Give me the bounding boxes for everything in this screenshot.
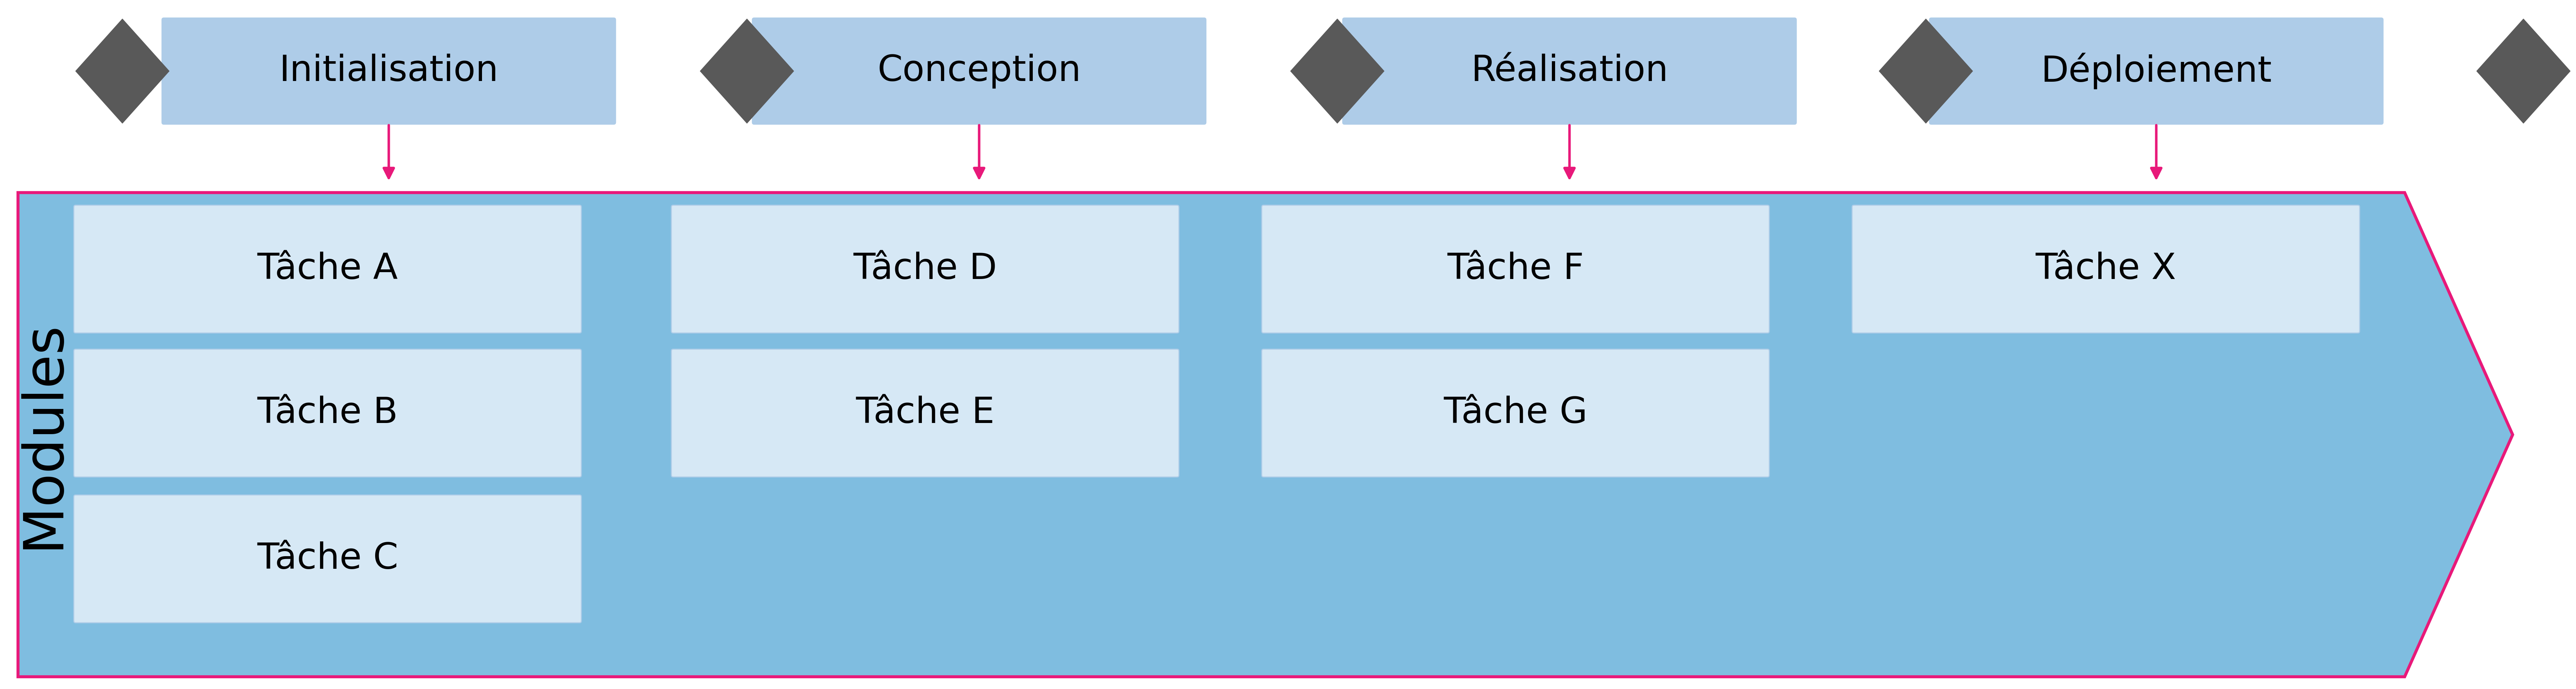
Text: Tâche F: Tâche F <box>1448 251 1584 287</box>
FancyBboxPatch shape <box>162 18 616 124</box>
Text: Initialisation: Initialisation <box>278 54 497 89</box>
Text: Tâche X: Tâche X <box>2035 251 2177 287</box>
Polygon shape <box>1291 19 1383 123</box>
Text: Réalisation: Réalisation <box>1471 54 1667 89</box>
Text: Tâche G: Tâche G <box>1443 395 1587 431</box>
Text: Tâche B: Tâche B <box>258 395 397 431</box>
FancyBboxPatch shape <box>752 18 1206 124</box>
Polygon shape <box>18 193 2512 677</box>
FancyBboxPatch shape <box>1262 349 1770 477</box>
Text: Tâche D: Tâche D <box>853 251 997 287</box>
Text: Conception: Conception <box>878 54 1082 89</box>
FancyBboxPatch shape <box>1929 18 2383 124</box>
Polygon shape <box>2476 19 2571 123</box>
Text: Tâche A: Tâche A <box>258 251 397 287</box>
FancyBboxPatch shape <box>75 495 582 623</box>
FancyBboxPatch shape <box>672 349 1180 477</box>
Polygon shape <box>701 19 793 123</box>
Text: Modules: Modules <box>15 320 70 549</box>
FancyBboxPatch shape <box>1852 205 2360 333</box>
FancyBboxPatch shape <box>75 205 582 333</box>
Polygon shape <box>75 19 170 123</box>
Polygon shape <box>1878 19 1973 123</box>
FancyBboxPatch shape <box>75 349 582 477</box>
Text: Tâche E: Tâche E <box>855 395 994 431</box>
Text: Déploiement: Déploiement <box>2040 53 2272 90</box>
FancyBboxPatch shape <box>1342 18 1795 124</box>
FancyBboxPatch shape <box>672 205 1180 333</box>
Text: Tâche C: Tâche C <box>258 542 399 576</box>
FancyBboxPatch shape <box>1262 205 1770 333</box>
